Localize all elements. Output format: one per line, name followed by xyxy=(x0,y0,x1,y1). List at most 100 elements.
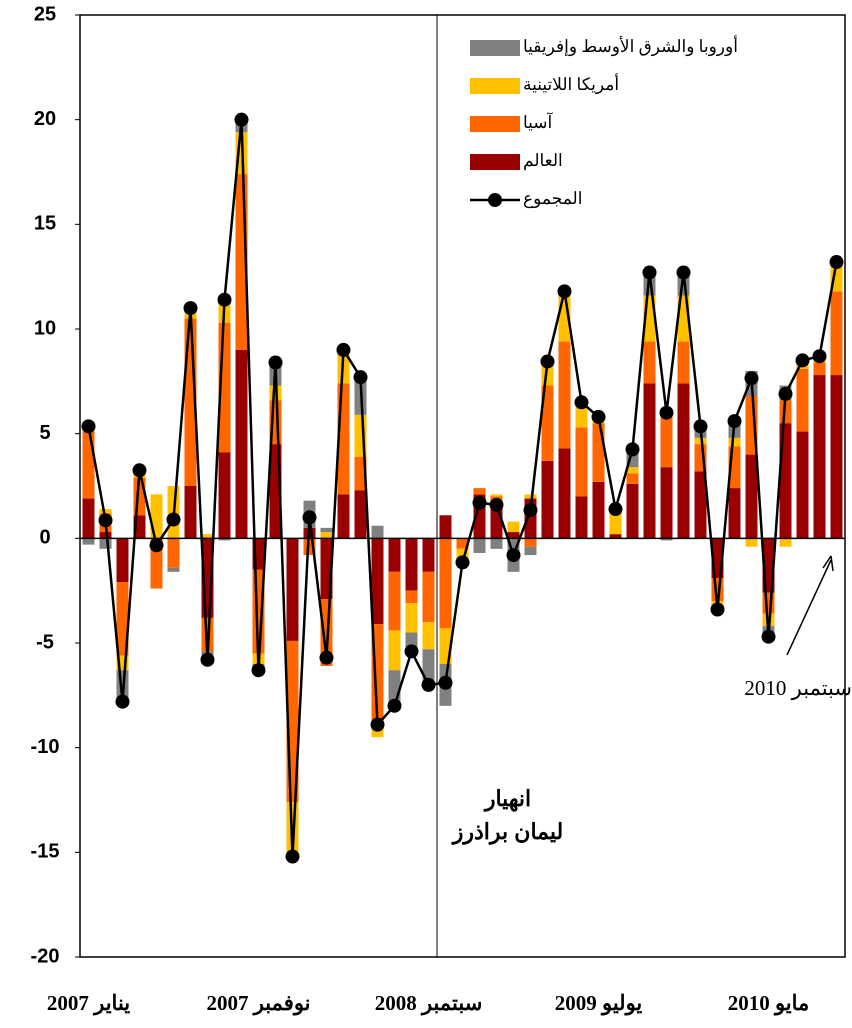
bar-segment xyxy=(388,571,401,631)
total-point xyxy=(812,349,827,364)
total-point xyxy=(710,602,725,617)
bar-segment xyxy=(405,590,418,604)
bar-segment xyxy=(422,571,435,623)
bar-segment xyxy=(796,431,809,539)
bar-segment xyxy=(660,416,673,468)
bar-segment xyxy=(473,538,486,553)
total-point xyxy=(591,409,606,424)
y-tick-label: -10 xyxy=(31,736,60,758)
bar-segment xyxy=(388,630,401,671)
bar-segment xyxy=(99,509,112,514)
bar-segment xyxy=(660,538,673,541)
bar-segment xyxy=(167,538,180,568)
bar-segment xyxy=(779,538,792,547)
bar-segment xyxy=(745,538,758,547)
bar-segment xyxy=(218,538,231,541)
x-tick-label: يوليو 2009 xyxy=(555,991,643,1016)
bar-segment xyxy=(796,368,809,432)
total-point xyxy=(370,717,385,732)
bar-segment xyxy=(490,494,503,497)
total-point xyxy=(353,370,368,385)
legend-label: آسيا xyxy=(523,111,554,132)
bar-segment xyxy=(184,486,197,539)
legend-label: المجموع xyxy=(523,189,582,209)
total-point xyxy=(472,495,487,510)
annotation-arrowhead xyxy=(822,555,834,572)
bar-segment xyxy=(575,496,588,539)
bar-segment xyxy=(422,622,435,650)
bar-segment xyxy=(82,498,95,539)
total-point xyxy=(217,292,232,307)
bar-segment xyxy=(626,467,639,474)
total-point xyxy=(438,675,453,690)
bar-segment xyxy=(422,538,435,572)
annotation: سبتمبر 2010 xyxy=(744,676,852,701)
total-point xyxy=(166,512,181,527)
bar-segment xyxy=(99,538,112,549)
bar-segment xyxy=(609,534,622,539)
bar-segment xyxy=(82,431,95,499)
bar-segment xyxy=(116,538,129,583)
total-point xyxy=(523,503,538,518)
bar-segment xyxy=(286,538,299,641)
bar-segment xyxy=(592,481,605,539)
bar-segment xyxy=(99,532,112,539)
bar-segment xyxy=(490,538,503,549)
total-point xyxy=(421,677,436,692)
bar-segment xyxy=(405,538,418,591)
annotation: ليمان براذرز xyxy=(451,819,563,845)
bar-segment xyxy=(541,385,554,461)
y-tick-label: 5 xyxy=(39,422,50,444)
bar-segment xyxy=(371,538,384,625)
bar-segment xyxy=(439,538,452,629)
bar-segment xyxy=(388,538,401,572)
total-point xyxy=(404,644,419,659)
total-line xyxy=(87,119,838,857)
total-point xyxy=(132,463,147,478)
bar-segment xyxy=(626,483,639,539)
y-tick-label: 0 xyxy=(39,527,50,549)
y-tick-label: 10 xyxy=(34,317,56,339)
bar-segment xyxy=(728,437,741,447)
bar-segment xyxy=(354,456,367,491)
total-point xyxy=(336,342,351,357)
bar-segment xyxy=(677,383,690,539)
bar-segment xyxy=(524,546,537,556)
total-point xyxy=(268,355,283,370)
plot-frame xyxy=(79,14,846,958)
total-point xyxy=(557,284,572,299)
bar-segment xyxy=(473,488,486,495)
bar-segment xyxy=(558,341,571,449)
total-point xyxy=(319,650,334,665)
bar-segment xyxy=(541,460,554,539)
bar-segment xyxy=(371,525,384,539)
bar-segment xyxy=(201,534,214,539)
bar-segment xyxy=(320,527,333,533)
x-tick-label: نوفمبر 2007 xyxy=(206,991,310,1016)
y-tick-label: -20 xyxy=(31,945,60,967)
bar-segment xyxy=(167,567,180,572)
bar-segment xyxy=(439,515,452,539)
legend-swatch xyxy=(470,154,520,170)
bar-segment xyxy=(643,383,656,539)
bar-segment xyxy=(405,603,418,633)
bar-segment xyxy=(507,532,520,539)
total-point xyxy=(574,395,589,410)
bar-segment xyxy=(422,649,435,685)
total-point xyxy=(285,849,300,864)
total-point xyxy=(115,694,130,709)
legend-swatch xyxy=(470,78,520,94)
bar-segment xyxy=(524,538,537,547)
y-tick-label: -15 xyxy=(31,841,60,863)
bar-segment xyxy=(524,494,537,499)
legend-label: العالم xyxy=(523,151,563,171)
y-tick-label: -5 xyxy=(36,631,54,653)
y-tick-label: 25 xyxy=(34,3,56,25)
legend-swatch xyxy=(470,116,520,132)
bar-segment xyxy=(592,423,605,482)
annotation-arrow xyxy=(786,559,832,656)
total-point xyxy=(659,405,674,420)
y-tick-label: 20 xyxy=(34,108,56,130)
total-point xyxy=(693,419,708,434)
